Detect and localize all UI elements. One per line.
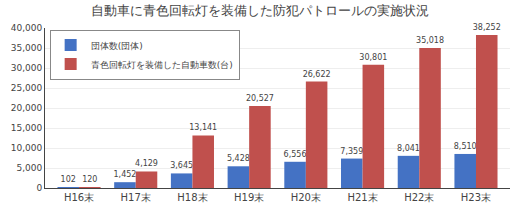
svg-text:H20末: H20末: [291, 192, 321, 203]
svg-text:H23末: H23末: [461, 192, 491, 203]
svg-text:15,000: 15,000: [11, 123, 43, 133]
svg-text:30,801: 30,801: [359, 53, 387, 62]
svg-text:6,556: 6,556: [284, 150, 307, 159]
svg-text:8,041: 8,041: [397, 144, 420, 153]
svg-text:38,252: 38,252: [473, 23, 501, 32]
svg-text:30,000: 30,000: [11, 63, 43, 73]
svg-text:H21末: H21末: [347, 192, 377, 203]
svg-text:35,000: 35,000: [11, 43, 43, 53]
svg-text:10,000: 10,000: [11, 143, 43, 153]
svg-text:120: 120: [82, 175, 97, 184]
svg-text:13,141: 13,141: [189, 123, 217, 132]
svg-text:H18末: H18末: [177, 192, 207, 203]
svg-text:7,359: 7,359: [340, 147, 363, 156]
svg-text:1,452: 1,452: [114, 170, 137, 179]
svg-text:26,622: 26,622: [303, 70, 331, 79]
svg-text:青色回転灯を装備した自動車数(台): 青色回転灯を装備した自動車数(台): [91, 60, 233, 70]
svg-text:35,018: 35,018: [416, 36, 444, 45]
svg-text:20,527: 20,527: [246, 94, 274, 103]
svg-text:5,428: 5,428: [227, 154, 250, 163]
svg-text:4,129: 4,129: [135, 159, 158, 168]
svg-text:H19末: H19末: [234, 192, 264, 203]
svg-text:H16末: H16末: [64, 192, 94, 203]
svg-text:3,645: 3,645: [170, 161, 193, 170]
svg-text:102: 102: [61, 175, 76, 184]
svg-text:団体数(団体): 団体数(団体): [91, 41, 143, 51]
svg-text:H17末: H17末: [121, 192, 151, 203]
svg-text:H22末: H22末: [404, 192, 434, 203]
svg-text:0: 0: [36, 183, 42, 193]
svg-text:20,000: 20,000: [11, 103, 43, 113]
svg-text:5,000: 5,000: [16, 163, 42, 173]
svg-text:40,000: 40,000: [11, 23, 43, 33]
svg-text:8,510: 8,510: [454, 142, 477, 151]
svg-text:25,000: 25,000: [11, 83, 43, 93]
svg-text:自動車に青色回転灯を装備した防犯パトロールの実施状況: 自動車に青色回転灯を装備した防犯パトロールの実施状況: [91, 3, 429, 18]
